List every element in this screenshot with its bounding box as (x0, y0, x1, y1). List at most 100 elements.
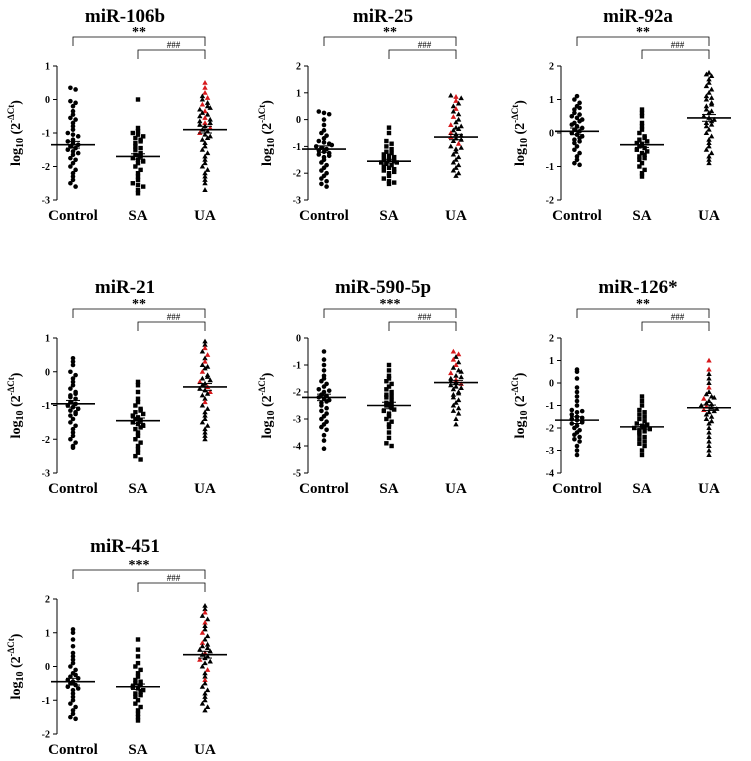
sig-label-bottom: ### (167, 40, 181, 50)
point-control (70, 376, 76, 381)
y-tick-label: -1 (42, 129, 50, 140)
point-ua (202, 690, 208, 696)
point-control (70, 650, 76, 656)
point-ua-highlight (197, 379, 203, 384)
point-sa (386, 414, 392, 419)
point-sa (389, 146, 394, 152)
point-sa (647, 426, 652, 432)
point-sa (389, 443, 394, 449)
point-control (68, 85, 73, 91)
point-sa (133, 701, 138, 706)
point-sa (138, 139, 143, 144)
y-tick-label: 2 (549, 62, 554, 73)
point-sa (384, 392, 389, 397)
sig-label-top: *** (380, 297, 401, 312)
point-ua-highlight (204, 95, 211, 100)
point-sa (133, 426, 138, 432)
point-control (577, 439, 582, 444)
point-ua (453, 383, 459, 389)
point-sa (141, 184, 146, 189)
point-sa (141, 423, 146, 428)
point-control (321, 362, 327, 368)
point-ua (204, 406, 211, 411)
point-ua (455, 162, 462, 168)
point-ua (453, 173, 459, 178)
point-control (574, 403, 580, 408)
point-ua (199, 392, 206, 398)
y-tick-label: 1 (296, 88, 301, 99)
y-tick-label: -1 (293, 142, 301, 153)
point-sa (135, 182, 141, 188)
bracket-sa-ua (641, 321, 710, 331)
point-ua (455, 126, 462, 131)
point-sa (386, 173, 392, 179)
point-ua (703, 106, 710, 112)
point-sa (135, 654, 141, 659)
point-ua-highlight (450, 114, 457, 119)
y-tick-label: 1 (45, 62, 50, 73)
point-sa (135, 450, 141, 455)
panel-mir-590-5p: miR-590-5p*** ### -5 -4 -3 -2 -1 0 log10 (2-ΔCt)… (257, 277, 478, 497)
point-control (574, 115, 580, 121)
y-tick-label: -4 (293, 442, 301, 453)
y-tick-label: -3 (293, 415, 301, 426)
point-ua (706, 380, 712, 385)
point-ua-highlight (453, 98, 459, 103)
chart-title: miR-126* (598, 277, 677, 298)
point-ua (453, 157, 459, 162)
category-label-control: Control (299, 208, 349, 224)
point-control (572, 110, 577, 116)
point-ua (455, 170, 462, 176)
point-ua (202, 140, 208, 146)
point-ua-highlight (450, 356, 457, 362)
point-sa (141, 411, 146, 417)
y-tick-label: -3 (42, 469, 50, 480)
point-sa (135, 129, 141, 134)
point-control (68, 714, 73, 720)
point-control (68, 664, 73, 669)
point-control (70, 708, 76, 713)
point-sa (386, 376, 392, 381)
chart-title: miR-21 (95, 277, 155, 298)
point-control (68, 386, 73, 391)
point-sa (379, 160, 384, 165)
point-ua (706, 389, 712, 394)
point-sa (135, 637, 141, 642)
y-tick-label: 2 (549, 334, 554, 345)
sig-label-top: ** (132, 297, 146, 312)
point-control (73, 184, 78, 189)
y-axis-label: log10 (2-ΔCt) (257, 372, 277, 438)
point-sa (639, 120, 645, 126)
panel-mir-106b: miR-106b** ### -3 -2 -1 0 1 log10 (2-ΔCt) Contro… (6, 6, 227, 224)
point-control (73, 100, 78, 106)
point-ua (711, 116, 717, 122)
point-control (70, 170, 76, 176)
point-ua (706, 452, 712, 457)
category-label-ua: UA (194, 208, 216, 224)
point-control (73, 672, 78, 678)
point-ua (202, 416, 208, 421)
point-sa (642, 434, 647, 440)
point-ua (450, 103, 457, 109)
category-label-control: Control (552, 481, 602, 497)
point-sa (135, 671, 141, 676)
point-sa (381, 156, 386, 161)
point-control (70, 627, 76, 632)
point-control (73, 423, 78, 429)
point-control (68, 155, 73, 161)
point-ua (207, 120, 213, 125)
point-ua-highlight (197, 656, 203, 662)
point-sa (392, 169, 397, 175)
point-control (316, 152, 322, 157)
point-sa (642, 152, 647, 157)
point-ua-highlight (207, 125, 213, 130)
point-ua (202, 153, 208, 159)
point-ua (450, 127, 457, 133)
point-ua (202, 338, 208, 344)
point-sa (384, 144, 389, 149)
point-ua-highlight (453, 362, 459, 367)
point-ua (450, 138, 457, 144)
point-control (569, 113, 575, 119)
point-control (574, 394, 580, 399)
y-tick-label: -3 (293, 196, 301, 207)
